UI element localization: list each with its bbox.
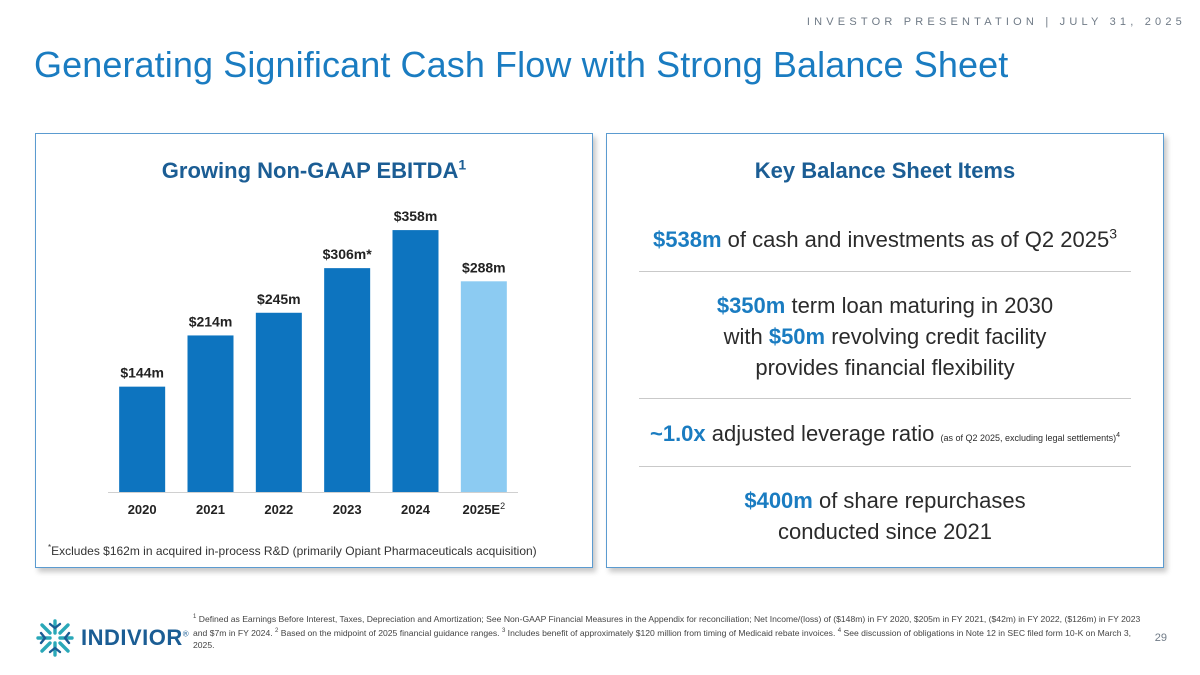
- ebitda-bar-chart: $144m 2020 $214m 2021 $245m 2022 $306m* 2023 $35…: [108, 208, 518, 517]
- leverage-footnote-ref: 4: [1116, 432, 1120, 439]
- logo-registered-mark: ®: [182, 629, 190, 639]
- x-tick-label: 2023: [333, 502, 362, 517]
- repurchase-text: of share repurchases: [812, 488, 1026, 513]
- ebitda-panel-title: Growing Non-GAAP EBITDA1: [36, 158, 592, 184]
- logo-snowflake-icon: [36, 619, 74, 657]
- data-label: $306m*: [323, 246, 373, 262]
- fn1-text: Defined as Earnings Before Interest, Tax…: [193, 613, 1141, 638]
- repurchase-line-1: $400m of share repurchases: [637, 485, 1133, 516]
- fn3-num: 3: [501, 627, 506, 634]
- ebitda-title-footnote-ref: 1: [458, 156, 467, 173]
- leverage-note: (as of Q2 2025, excluding legal settleme…: [940, 433, 1117, 443]
- divider: [639, 466, 1131, 467]
- fn4-text: See discussion of obligations in Note 12…: [193, 627, 1132, 650]
- loan-item: $350m term loan maturing in 2030 with $5…: [637, 290, 1133, 383]
- cash-item: $538m of cash and investments as of Q2 2…: [637, 224, 1133, 255]
- chart-footnote-text: Excludes $162m in acquired in-process R&…: [51, 544, 537, 558]
- leverage-text: adjusted leverage ratio: [705, 421, 941, 446]
- credit-text-prefix: with: [723, 324, 769, 349]
- cash-text: of cash and investments as of Q2 2025: [721, 227, 1110, 252]
- logo-text: INDIVIOR: [81, 625, 183, 650]
- page-title: Generating Significant Cash Flow with St…: [34, 44, 1009, 85]
- fn2-text: Based on the midpoint of 2025 financial …: [278, 627, 502, 638]
- repurchase-item: $400m of share repurchases conducted sin…: [637, 485, 1133, 547]
- bar-2024: [392, 230, 439, 492]
- credit-text: revolving credit facility: [825, 324, 1047, 349]
- loan-value: $350m: [716, 293, 786, 318]
- bar-2025e: [460, 281, 507, 492]
- fn4-num: 4: [837, 627, 842, 634]
- x-tick-label: 2025E2: [463, 501, 506, 517]
- cash-value: $538m: [653, 227, 722, 252]
- loan-line-1: $350m term loan maturing in 2030: [637, 290, 1133, 321]
- balance-sheet-panel: Key Balance Sheet Items $538m of cash an…: [606, 133, 1164, 568]
- indivior-logo: INDIVIOR®: [35, 618, 189, 658]
- ebitda-panel: Growing Non-GAAP EBITDA1 $144m 2020 $214m 2…: [35, 133, 593, 568]
- x-tick-label: 2024: [401, 502, 431, 517]
- divider: [639, 271, 1131, 272]
- bar-2020: [119, 386, 166, 492]
- data-label: $358m: [394, 208, 438, 224]
- fn2-num: 2: [275, 627, 279, 634]
- logo-wordmark: INDIVIOR®: [81, 625, 189, 651]
- leverage-item: ~1.0x adjusted leverage ratio (as of Q2 …: [637, 418, 1133, 454]
- bar-2023: [324, 268, 371, 492]
- x-tick-label: 2022: [264, 502, 293, 517]
- footnotes: 1 Defined as Earnings Before Interest, T…: [193, 611, 1145, 651]
- cash-footnote-ref: 3: [1109, 225, 1117, 242]
- balance-sheet-title: Key Balance Sheet Items: [754, 158, 1016, 183]
- ebitda-title-text: Growing Non-GAAP EBITDA: [161, 158, 459, 183]
- data-label: $245m: [257, 291, 301, 307]
- loan-line-2: with $50m revolving credit facility: [637, 321, 1133, 352]
- credit-value: $50m: [768, 324, 826, 349]
- fn1-num: 1: [193, 614, 197, 620]
- repurchase-value: $400m: [744, 488, 813, 513]
- chart-footnote-marker: *: [48, 543, 52, 552]
- chart-footnote: *Excludes $162m in acquired in-process R…: [48, 543, 537, 558]
- leverage-value: ~1.0x: [649, 421, 706, 446]
- header-topline: INVESTOR PRESENTATION | JULY 31, 2025: [806, 16, 1186, 28]
- x-tick-label: 2021: [196, 502, 225, 517]
- data-label: $214m: [189, 313, 233, 329]
- bar-2022: [255, 312, 302, 492]
- divider: [639, 398, 1131, 399]
- data-label: $144m: [120, 365, 164, 381]
- data-label: $288m: [462, 259, 506, 275]
- loan-text: term loan maturing in 2030: [785, 293, 1054, 318]
- bar-2021: [187, 335, 234, 492]
- x-tick-label: 2020: [128, 502, 157, 517]
- page-number: 29: [1154, 632, 1167, 644]
- x-tick-footnote-ref: 2: [500, 501, 505, 511]
- repurchase-line-2: conducted since 2021: [777, 519, 993, 544]
- loan-line-3: provides financial flexibility: [755, 355, 1015, 380]
- fn3-text: Includes benefit of approximately $120 m…: [505, 627, 838, 638]
